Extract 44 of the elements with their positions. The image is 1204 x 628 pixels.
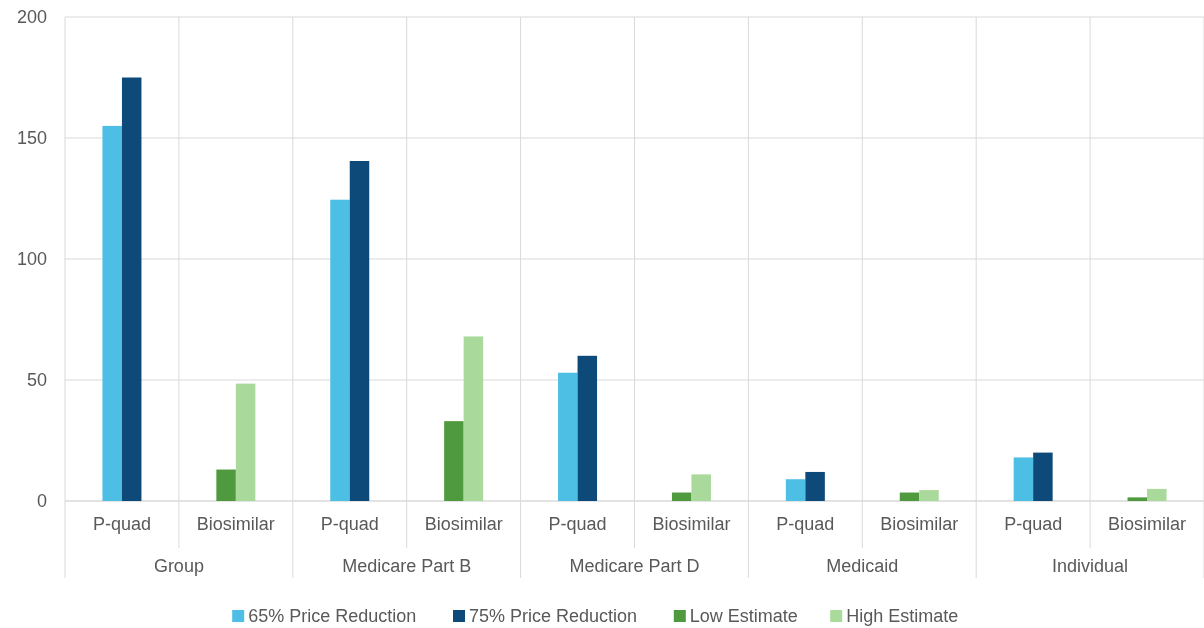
text: Medicaid [826,556,899,576]
y-tick-label: 200 [16,7,47,28]
legend-label: 75% Price Reduction [469,606,638,626]
x-tick-label: P-quad [548,513,607,534]
bar [121,77,142,501]
y-tick-label: 100 [16,249,47,270]
bar [444,421,464,501]
x-tick-label: P-quad [92,513,151,534]
legend-label: Low Estimate [689,606,798,626]
bar [785,479,806,501]
bar [691,474,711,501]
bar [1147,488,1167,501]
bar [1013,457,1034,501]
x-tick-label: Biosimilar [652,513,731,534]
bar [349,160,370,501]
bar [805,471,825,501]
text: Medicare Part D [569,556,700,576]
legend-label: 65% Price Reduction [248,606,417,626]
y-tick-label: 50 [26,370,47,391]
bar [558,372,578,501]
text: Group [153,556,204,576]
x-tick-label: P-quad [320,513,379,534]
bar [216,469,236,501]
bar [235,383,256,501]
legend-label: High Estimate [846,606,959,626]
bar [102,125,122,501]
x-tick-label: Biosimilar [196,513,275,534]
bar [577,355,598,501]
x-tick-label: Biosimilar [424,513,503,534]
bar [899,492,920,501]
x-tick-label: P-quad [1004,513,1063,534]
bar [919,490,939,501]
text: Medicare Part B [342,556,472,576]
x-tick-label: P-quad [776,513,835,534]
y-tick-label: 150 [16,128,47,149]
text: Individual [1052,556,1129,576]
bar [1033,452,1053,501]
bar [463,336,484,501]
x-tick-label: Biosimilar [880,513,959,534]
y-tick-label: 0 [36,491,47,512]
x-tick-label: Biosimilar [1108,513,1187,534]
bar [330,199,350,501]
bar [671,492,692,501]
bar [1127,497,1148,501]
